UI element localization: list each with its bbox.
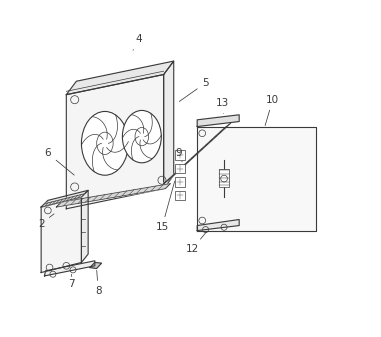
- Polygon shape: [82, 190, 88, 263]
- Text: 8: 8: [95, 270, 101, 296]
- Text: 9: 9: [175, 148, 182, 162]
- Polygon shape: [56, 184, 170, 207]
- Text: 4: 4: [133, 34, 142, 50]
- Polygon shape: [41, 197, 82, 273]
- Text: 15: 15: [155, 181, 174, 232]
- Text: 12: 12: [186, 231, 207, 254]
- Polygon shape: [164, 123, 231, 184]
- Polygon shape: [45, 261, 95, 276]
- Polygon shape: [164, 61, 174, 189]
- Polygon shape: [41, 194, 85, 207]
- Text: 2: 2: [38, 214, 54, 229]
- Ellipse shape: [97, 132, 113, 154]
- Text: 10: 10: [265, 95, 279, 126]
- Polygon shape: [66, 74, 164, 209]
- Ellipse shape: [122, 111, 161, 163]
- Bar: [175, 150, 185, 160]
- Text: 13: 13: [216, 98, 229, 114]
- Bar: [175, 177, 185, 187]
- Ellipse shape: [135, 127, 149, 146]
- Text: 5: 5: [179, 78, 209, 101]
- Polygon shape: [66, 61, 174, 95]
- Polygon shape: [197, 127, 316, 231]
- Bar: [175, 191, 185, 200]
- Bar: [175, 164, 185, 173]
- Ellipse shape: [82, 112, 128, 175]
- Bar: [219, 168, 229, 187]
- Polygon shape: [197, 219, 239, 231]
- Polygon shape: [197, 115, 239, 127]
- Text: 7: 7: [68, 274, 75, 289]
- Text: 6: 6: [45, 148, 74, 175]
- Polygon shape: [41, 190, 88, 207]
- Polygon shape: [90, 263, 102, 269]
